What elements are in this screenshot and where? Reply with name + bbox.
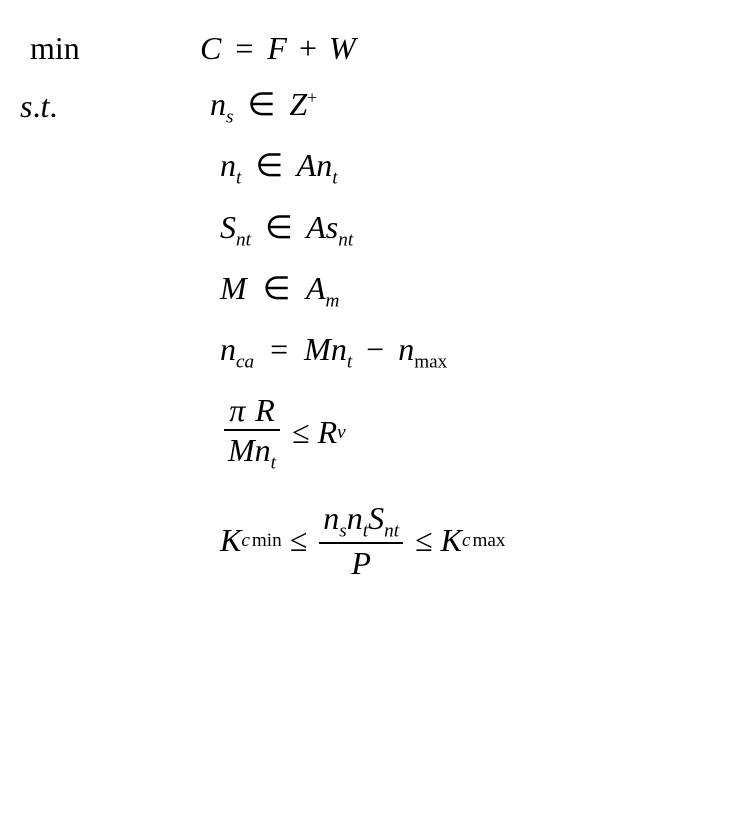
- line-c4: M ∈ Am: [20, 269, 728, 312]
- set-Z: Z: [289, 86, 307, 122]
- st-t: t: [40, 88, 49, 124]
- set-An-sub: t: [332, 168, 337, 189]
- set-Z-plus: +: [307, 87, 317, 107]
- var-ns7-sub: s: [339, 520, 346, 541]
- var-P-7: P: [351, 545, 371, 581]
- line-c6: π R Mnt ≤ Rv: [20, 391, 728, 475]
- var-ns-n: n: [210, 86, 226, 122]
- set-As-s: s: [326, 209, 338, 245]
- var-nca-sub: ca: [236, 351, 254, 372]
- op-eq: =: [229, 30, 259, 66]
- set-A-2: A: [297, 147, 317, 183]
- var-Snt7-sub: nt: [384, 520, 399, 541]
- var-W: W: [329, 30, 356, 66]
- frac-den-6: Mnt: [224, 431, 280, 474]
- op-le1-7: ≤: [282, 522, 316, 559]
- var-M: M: [220, 270, 247, 306]
- set-Am-sub: m: [326, 291, 340, 312]
- var-Rv: R: [318, 414, 338, 451]
- op-plus: +: [295, 30, 321, 66]
- var-Kcmax-max: max: [472, 530, 505, 552]
- st-s: s: [20, 88, 32, 124]
- var-Kcmin-min: min: [252, 530, 282, 552]
- var-Kcmax-c: c: [462, 530, 471, 552]
- op-in-4: ∈: [255, 270, 299, 306]
- var-Snt: S: [220, 209, 236, 245]
- var-Kcmin-c: c: [241, 530, 250, 552]
- set-A-4: A: [306, 270, 326, 306]
- var-nt7-n: n: [347, 500, 363, 536]
- frac-num-6: π R: [225, 391, 279, 429]
- var-C: C: [200, 30, 221, 66]
- frac-nsntSnt-P: nsntSnt P: [319, 499, 403, 583]
- line-c3: Snt ∈ Asnt: [20, 208, 728, 251]
- var-ns7-n: n: [323, 500, 339, 536]
- var-R-6: R: [253, 392, 275, 428]
- op-le-6: ≤: [284, 414, 318, 451]
- constraint-1: ns ∈ Z+: [190, 85, 728, 128]
- var-nca-n: n: [220, 331, 236, 367]
- var-nt-sub: t: [236, 168, 241, 189]
- frac-piR-Mnt: π R Mnt: [224, 391, 280, 475]
- var-ns-sub: s: [226, 106, 233, 127]
- line-st-1: s.t. ns ∈ Z+: [20, 85, 728, 128]
- var-M-5: M: [304, 331, 331, 367]
- var-Rv-sub: v: [337, 422, 346, 444]
- op-minus-5: −: [360, 331, 390, 367]
- op-eq-5: =: [262, 331, 296, 367]
- var-Snt7: S: [368, 500, 384, 536]
- var-nt-n: n: [220, 147, 236, 183]
- line-c7: Kcmin ≤ nsntSnt P ≤ Kcmax: [20, 499, 728, 583]
- line-objective: min C = F + W: [20, 30, 728, 67]
- st-dot2: .: [49, 88, 57, 124]
- op-in-3: ∈: [259, 209, 299, 245]
- var-nmax-n: n: [398, 331, 414, 367]
- var-Kcmax-K: K: [441, 522, 462, 559]
- var-F: F: [267, 30, 287, 66]
- var-Kcmin-K: K: [220, 522, 241, 559]
- var-M-6: M: [228, 432, 255, 468]
- eq-objective: C = F + W: [200, 30, 728, 67]
- line-c2: nt ∈ Ant: [20, 146, 728, 189]
- var-Snt-sub: nt: [236, 229, 251, 250]
- label-min: min: [20, 30, 200, 67]
- var-nt5-n: n: [331, 331, 347, 367]
- var-nt5-sub: t: [347, 351, 352, 372]
- var-nt6-sub: t: [271, 453, 276, 474]
- line-c5: nca = Mnt − nmax: [20, 331, 728, 373]
- sym-pi: π: [229, 392, 245, 428]
- set-An-n: n: [316, 147, 332, 183]
- set-A-3: A: [306, 209, 326, 245]
- var-nmax-sub: max: [414, 351, 447, 372]
- op-in-1: ∈: [241, 86, 281, 122]
- frac-num-7: nsntSnt: [319, 499, 403, 542]
- set-As-sub: nt: [338, 229, 353, 250]
- frac-den-7: P: [347, 544, 375, 582]
- op-le2-7: ≤: [407, 522, 441, 559]
- var-nt6-n: n: [255, 432, 271, 468]
- label-st: s.t.: [20, 88, 190, 125]
- op-in-2: ∈: [249, 147, 289, 183]
